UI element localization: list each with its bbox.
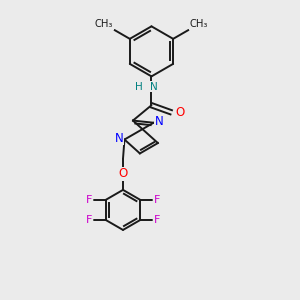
- Text: F: F: [86, 195, 92, 205]
- Text: O: O: [176, 106, 185, 119]
- Text: F: F: [154, 215, 160, 225]
- Text: H: H: [135, 82, 142, 92]
- Text: N: N: [154, 115, 163, 128]
- Text: CH₃: CH₃: [95, 20, 113, 29]
- Text: N: N: [115, 132, 124, 145]
- Text: F: F: [154, 195, 160, 205]
- Text: N: N: [150, 82, 158, 92]
- Text: O: O: [118, 167, 127, 181]
- Text: F: F: [86, 215, 92, 225]
- Text: CH₃: CH₃: [190, 20, 208, 29]
